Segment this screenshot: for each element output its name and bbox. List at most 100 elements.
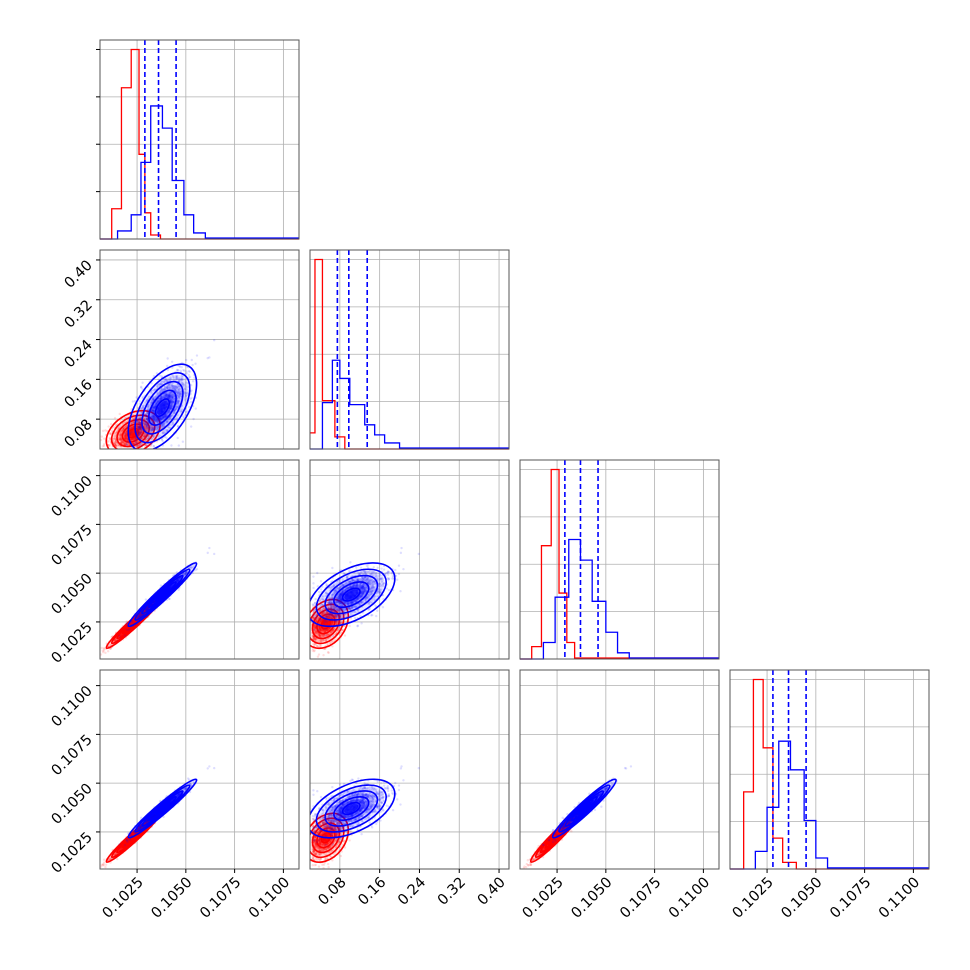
blue-sample-point [170, 393, 174, 396]
x-tick-label: 0.1050 [778, 875, 825, 922]
blue-sample-point [183, 396, 187, 399]
blue-sample-point [146, 398, 149, 402]
blue-sample-point [146, 411, 149, 415]
red-sample-point [144, 428, 147, 431]
red-sample-point [136, 425, 139, 429]
red-sample-point [118, 437, 121, 441]
blue-sample-point [133, 399, 137, 403]
blue-sample-point [175, 385, 178, 389]
blue-sample-point [149, 415, 153, 418]
blue-sample-point [183, 369, 186, 373]
blue-sample-point [170, 423, 173, 427]
red-sample-point [97, 442, 99, 444]
blue-sample-point [126, 440, 129, 444]
red-sample-point [113, 435, 117, 438]
blue-sample-point [150, 391, 153, 395]
blue-sample-point [145, 417, 149, 421]
red-sample-point [123, 426, 127, 429]
blue-sample-point [152, 410, 156, 413]
blue-sample-point [157, 383, 161, 386]
red-sample-point [112, 437, 116, 440]
blue-sample-point [155, 372, 159, 375]
red-sample-point [119, 433, 122, 437]
blue-sample-point [154, 402, 157, 405]
blue-sample-point [130, 422, 133, 425]
scatter-layer [100, 546, 216, 656]
red-sample-point [123, 434, 127, 438]
blue-sample-point [159, 417, 163, 421]
blue-sample-point [185, 370, 188, 373]
blue-sample-point [171, 387, 174, 390]
red-sample-point [140, 442, 143, 446]
red-sample-point [164, 414, 168, 418]
red-sample-point [143, 444, 147, 448]
blue-sample-point [169, 391, 172, 395]
blue-sample-point [189, 400, 193, 404]
blue-sample-point [151, 420, 155, 423]
blue-sample-point [136, 433, 140, 436]
blue-sample-point [134, 441, 138, 444]
red-sample-point [121, 442, 124, 445]
red-sample-point [142, 421, 146, 425]
red-sample-point [131, 442, 135, 446]
blue-sample-point [128, 433, 132, 436]
red-sample-point [122, 443, 126, 446]
red-sample-point [136, 420, 140, 423]
blue-sample-point [180, 365, 183, 369]
red-sample-point [117, 434, 121, 437]
red-sample-point [118, 433, 121, 436]
blue-sample-point [155, 416, 158, 420]
red-histogram [310, 258, 509, 450]
red-sample-point [138, 428, 142, 431]
blue-sample-point [184, 394, 188, 398]
red-sample-point [146, 427, 150, 430]
red-sample-point [142, 422, 146, 425]
red-sample-point [142, 421, 145, 425]
red-sample-point [109, 432, 112, 435]
red-sample-point [150, 437, 154, 441]
red-sample-point [132, 438, 136, 441]
red-contour [116, 418, 151, 448]
blue-sample-point [164, 396, 167, 399]
blue-sample-point [179, 390, 182, 394]
red-sample-point [121, 422, 125, 426]
blue-sample-point [157, 427, 160, 430]
red-sample-point [102, 443, 106, 446]
red-sample-point [133, 437, 136, 441]
blue-sample-point [172, 401, 175, 404]
blue-sample-point [163, 423, 166, 426]
blue-sample-point [172, 378, 175, 382]
blue-sample-point [138, 426, 141, 429]
red-sample-point [124, 433, 128, 437]
blue-sample-point [167, 394, 171, 398]
red-sample-point [140, 437, 144, 440]
blue-sample-point [146, 437, 150, 440]
blue-sample-point [173, 395, 176, 398]
blue-sample-point [168, 395, 171, 398]
red-sample-point [138, 427, 141, 430]
blue-sample-point [160, 438, 164, 442]
x-tick-label: 0.1025 [730, 875, 777, 922]
blue-sample-point [174, 407, 178, 411]
blue-sample-point [168, 394, 171, 397]
blue-sample-point [138, 427, 142, 430]
red-sample-point [102, 437, 106, 440]
blue-sample-point [163, 414, 166, 417]
blue-sample-point [170, 382, 173, 385]
red-sample-point [140, 428, 144, 432]
red-sample-point [145, 425, 148, 428]
blue-sample-point [155, 401, 159, 404]
blue-sample-point [169, 400, 173, 404]
red-sample-point [149, 427, 153, 430]
red-sample-point [113, 442, 116, 445]
panel-frame [519, 459, 720, 660]
blue-sample-point [162, 415, 166, 418]
blue-sample-point [160, 423, 163, 427]
blue-sample-point [152, 444, 155, 448]
red-sample-point [139, 425, 142, 429]
blue-sample-point [177, 399, 180, 403]
red-sample-point [142, 434, 146, 438]
blue-sample-point [184, 358, 188, 362]
red-sample-point [138, 443, 141, 447]
red-sample-point [125, 438, 129, 441]
